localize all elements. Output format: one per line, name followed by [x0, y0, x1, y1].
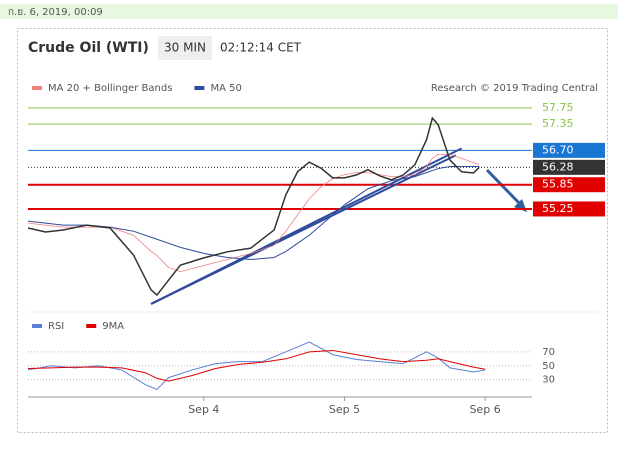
- legend-label: MA 20 + Bollinger Bands: [48, 83, 172, 94]
- series-line: [27, 349, 486, 382]
- legend-swatch: [32, 324, 42, 328]
- series-line: [27, 166, 480, 260]
- x-tick-label: Sep 5: [329, 403, 360, 416]
- level-label: 57.35: [542, 117, 574, 130]
- level-box: [533, 159, 605, 175]
- credit: Research © 2019 Trading Central: [431, 83, 598, 94]
- time: 02:12:14 CET: [220, 41, 302, 55]
- date-bar: [0, 4, 618, 19]
- arrow: [485, 168, 524, 208]
- trendline: [150, 154, 457, 305]
- timeframe: 30 MIN: [164, 41, 206, 55]
- level-box: [533, 142, 605, 158]
- level-label: 57.75: [542, 101, 574, 114]
- x-tick-label: Sep 6: [469, 403, 500, 416]
- legend-label: RSI: [48, 321, 64, 332]
- panel: [17, 28, 608, 433]
- level-label: 56.70: [542, 143, 574, 156]
- series-line: [27, 154, 480, 273]
- legend-swatch: [194, 86, 205, 90]
- level-label: 55.25: [542, 202, 574, 215]
- level-label: 55.85: [542, 178, 574, 191]
- legend-swatch: [32, 86, 42, 90]
- timeframe-box: [158, 36, 212, 60]
- legend-label: MA 50: [210, 83, 241, 94]
- y-tick-label: 30: [542, 375, 555, 386]
- series-line: [27, 341, 486, 391]
- y-tick-label: 50: [542, 361, 555, 372]
- date-text: ก.ย. 6, 2019, 00:09: [8, 7, 103, 18]
- title: Crude Oil (WTI): [28, 40, 149, 56]
- price-line: [27, 116, 480, 297]
- legend-label: 9MA: [102, 321, 124, 332]
- level-box: [533, 201, 605, 217]
- legend-swatch: [86, 324, 97, 328]
- level-box: [533, 177, 605, 193]
- level-label: 56.28: [542, 160, 574, 173]
- x-tick-label: Sep 4: [188, 403, 219, 416]
- y-tick-label: 70: [542, 347, 555, 358]
